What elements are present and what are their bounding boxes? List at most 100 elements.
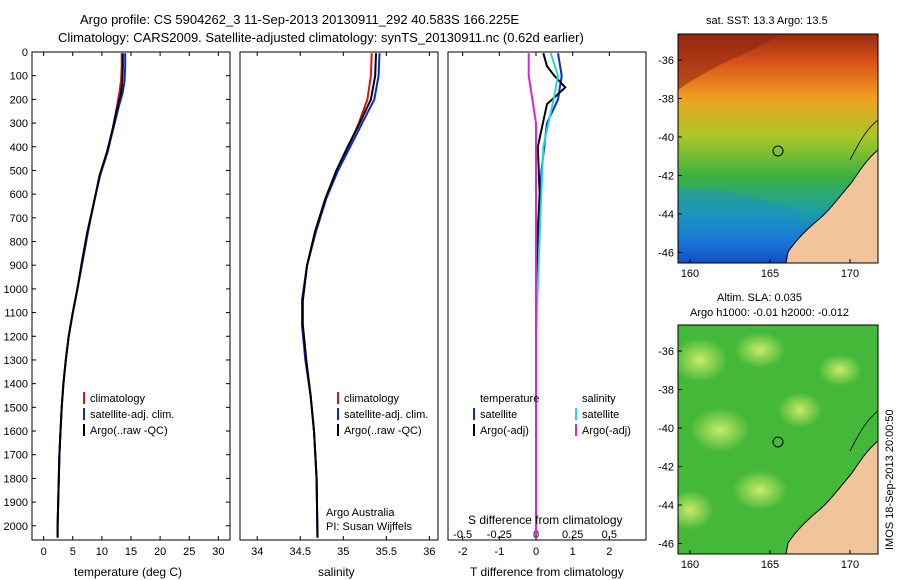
legend-label-s-satellite: satellite bbox=[582, 409, 619, 421]
x-tick-label: -2 bbox=[458, 546, 468, 558]
lon-tick-label: 160 bbox=[681, 559, 699, 571]
lat-tick-label: -36 bbox=[658, 55, 674, 67]
sst-warm-patch bbox=[678, 34, 780, 90]
sst-map-title: sat. SST: 13.3 Argo: 13.5 bbox=[706, 15, 828, 27]
y-tick-label: 200 bbox=[10, 94, 28, 106]
sla-anomaly-blob bbox=[690, 408, 750, 452]
difference-legend-salinity: salinity satellite Argo(-adj) bbox=[575, 393, 631, 437]
salinity-annotation-line1: Argo Australia bbox=[326, 507, 395, 519]
profile-title: Argo profile: CS 5904262_3 11-Sep-2013 2… bbox=[80, 12, 519, 27]
lat-tick-label: -44 bbox=[658, 209, 674, 221]
x-tick-label: 25 bbox=[183, 546, 195, 558]
lon-tick-label: 165 bbox=[761, 559, 779, 571]
legend-label-s-argo: Argo(-adj) bbox=[582, 425, 631, 437]
sla-anomaly-blob bbox=[678, 338, 728, 382]
sst-map-frame bbox=[677, 33, 879, 264]
series-line-argo-raw-qc- bbox=[301, 53, 377, 538]
lat-tick-label: -42 bbox=[658, 171, 674, 183]
x-tick-label: 36 bbox=[423, 546, 435, 558]
legend-label-satellite: satellite-adj. clim. bbox=[344, 409, 428, 421]
y-tick-label: 1900 bbox=[4, 497, 28, 509]
x-tick-label: 1 bbox=[570, 546, 576, 558]
legend-label-satellite: satellite-adj. clim. bbox=[90, 409, 174, 421]
sla-bathymetry-contour bbox=[849, 410, 878, 452]
x-tick-label: 0 bbox=[533, 546, 539, 558]
salinity-annotation-line2: PI: Susan Wijffels bbox=[326, 521, 412, 533]
lon-tick-label: 170 bbox=[841, 559, 859, 571]
temperature-xlabel: temperature (deg C) bbox=[74, 565, 182, 579]
temperature-legend: climatology satellite-adj. clim. Argo(..… bbox=[83, 392, 174, 437]
x-tick-label: 34.5 bbox=[290, 546, 311, 558]
sla-anomaly-blob bbox=[818, 354, 862, 386]
series-line-satellite-adj-clim- bbox=[56, 53, 127, 538]
y-tick-label: 300 bbox=[10, 118, 28, 130]
sla-land-new-zealand bbox=[785, 440, 878, 554]
x-tick-label: 5 bbox=[70, 546, 76, 558]
lat-tick-label: -40 bbox=[658, 423, 674, 435]
x-tick-label: 0 bbox=[41, 546, 47, 558]
temperature-plot: 0100200300400500600700800900100011001200… bbox=[4, 47, 230, 558]
y-tick-label: 1600 bbox=[4, 426, 28, 438]
sst-cool-patch bbox=[678, 189, 800, 263]
sla-map-ticks: 160 165 170 -36 -38 -40 -42 -44 -46 bbox=[658, 346, 859, 571]
sst-map bbox=[678, 34, 878, 263]
sst-land-new-zealand bbox=[785, 149, 878, 263]
series-line-argo-raw-qc- bbox=[56, 53, 124, 538]
y-tick-label: 900 bbox=[10, 260, 28, 272]
lat-tick-label: -38 bbox=[658, 94, 674, 106]
lon-tick-label: 165 bbox=[761, 268, 779, 280]
legend-label-argo: Argo(..raw -QC) bbox=[90, 425, 168, 437]
lat-tick-label: -44 bbox=[658, 500, 674, 512]
y-tick-label: 1200 bbox=[4, 331, 28, 343]
legend-label-argo: Argo(..raw -QC) bbox=[344, 425, 422, 437]
y-tick-label: 1000 bbox=[4, 284, 28, 296]
x-tick-label: 30 bbox=[212, 546, 224, 558]
x-tick-label: 20 bbox=[154, 546, 166, 558]
y-tick-label: 1800 bbox=[4, 473, 28, 485]
sst-argo-location-marker bbox=[772, 145, 784, 157]
x-tick-label: 2 bbox=[606, 546, 612, 558]
difference-xlabel: T difference from climatology bbox=[470, 565, 624, 579]
x-tick-label: -1 bbox=[494, 546, 504, 558]
y-tick-label: 1700 bbox=[4, 450, 28, 462]
sla-map bbox=[678, 325, 878, 554]
y-tick-label: 100 bbox=[10, 71, 28, 83]
y-tick-label: 0 bbox=[22, 47, 28, 59]
legend-label-t-argo: Argo(-adj) bbox=[480, 425, 529, 437]
lat-tick-label: -36 bbox=[658, 346, 674, 358]
difference-plot: -2 -1 0 1 2-0.5 -0.25 0 0.25 0.5 bbox=[453, 52, 617, 558]
sla-map-title-line1: Altim. SLA: 0.035 bbox=[717, 292, 802, 304]
difference-top-label: S difference from climatology bbox=[468, 513, 623, 527]
y-tick-label: 2000 bbox=[4, 521, 28, 533]
top-tick-label: 0.5 bbox=[602, 529, 617, 541]
lat-tick-label: -40 bbox=[658, 132, 674, 144]
sla-anomaly-blob bbox=[678, 490, 714, 530]
y-tick-label: 800 bbox=[10, 237, 28, 249]
y-tick-label: 400 bbox=[10, 142, 28, 154]
top-tick-label: 0.25 bbox=[562, 529, 583, 541]
lat-tick-label: -46 bbox=[658, 539, 674, 551]
sla-anomaly-blob bbox=[732, 470, 788, 510]
top-tick-label: -0.25 bbox=[487, 529, 512, 541]
legend-label-climatology: climatology bbox=[344, 393, 400, 405]
legend-title-salinity: salinity bbox=[582, 393, 616, 405]
difference-legend-temperature: temperature satellite Argo(-adj) bbox=[473, 393, 539, 437]
sla-anomaly-blob bbox=[778, 392, 822, 428]
y-tick-label: 500 bbox=[10, 165, 28, 177]
x-tick-label: 34 bbox=[251, 546, 263, 558]
difference-panel-frame bbox=[447, 51, 647, 541]
series-line-satellite-adj-clim- bbox=[301, 53, 381, 538]
sla-map-frame bbox=[677, 324, 879, 555]
sst-map-ticks: 160 165 170 -36 -38 -40 -42 -44 -46 bbox=[658, 55, 859, 280]
lat-tick-label: -42 bbox=[658, 462, 674, 474]
salinity-panel-frame bbox=[239, 51, 439, 541]
sla-argo-location-marker bbox=[772, 436, 784, 448]
sla-map-title-line2: Argo h1000: -0.01 h2000: -0.012 bbox=[690, 307, 849, 319]
x-tick-label: 35.5 bbox=[376, 546, 397, 558]
lon-tick-label: 160 bbox=[681, 268, 699, 280]
y-tick-label: 1100 bbox=[4, 308, 28, 320]
lat-tick-label: -38 bbox=[658, 385, 674, 397]
y-tick-label: 700 bbox=[10, 213, 28, 225]
series-line-salinity-argo-adj- bbox=[527, 53, 537, 538]
